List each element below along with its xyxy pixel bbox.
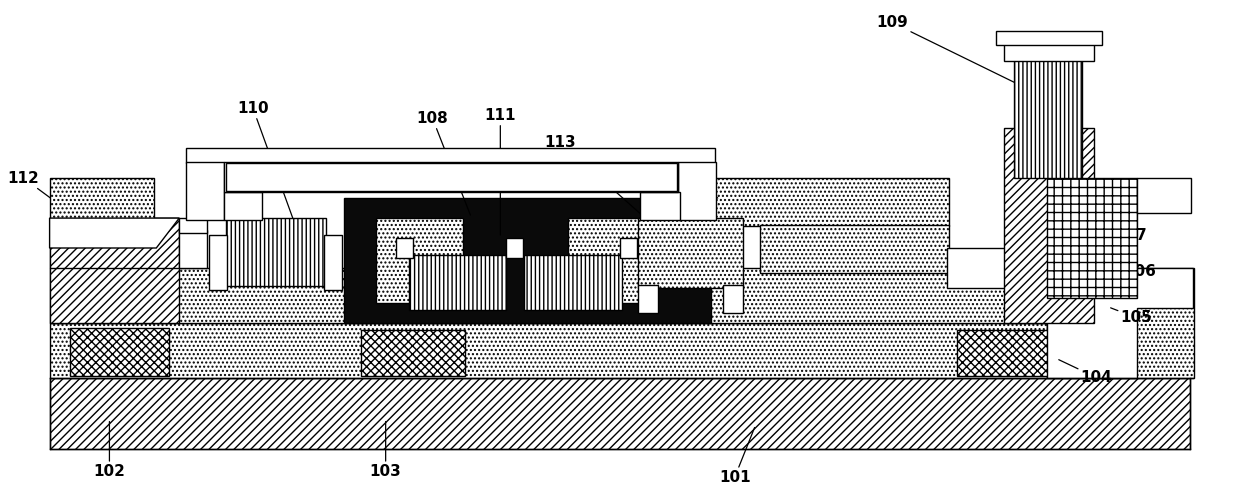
Polygon shape xyxy=(1047,268,1193,378)
Bar xyxy=(957,330,1052,376)
Bar xyxy=(638,218,742,288)
Text: 111: 111 xyxy=(484,108,517,235)
Bar xyxy=(947,248,1121,288)
Bar xyxy=(180,230,207,268)
Bar xyxy=(50,268,1047,323)
Text: 113: 113 xyxy=(544,135,642,215)
Bar xyxy=(681,178,949,226)
Bar xyxy=(225,218,326,286)
Bar xyxy=(996,31,1101,45)
Bar xyxy=(507,238,523,258)
Text: 108: 108 xyxy=(416,111,471,215)
Bar xyxy=(1004,43,1094,61)
Text: 106: 106 xyxy=(1116,262,1156,279)
Text: 112: 112 xyxy=(7,170,73,215)
Bar xyxy=(180,218,207,233)
Bar xyxy=(722,285,742,313)
Bar xyxy=(620,238,637,258)
Text: 101: 101 xyxy=(719,427,755,485)
Bar xyxy=(569,218,655,303)
Bar xyxy=(678,162,716,220)
Bar xyxy=(343,198,711,323)
Bar xyxy=(361,330,466,376)
Bar xyxy=(409,255,507,310)
Bar xyxy=(50,378,1191,449)
Bar xyxy=(186,162,224,220)
Bar xyxy=(395,238,413,258)
Bar xyxy=(639,192,680,220)
Text: 104: 104 xyxy=(1059,360,1113,385)
Text: 109: 109 xyxy=(876,15,1031,90)
Bar xyxy=(50,218,180,323)
Text: 103: 103 xyxy=(369,421,401,479)
Bar xyxy=(1047,268,1194,378)
Bar xyxy=(760,225,949,273)
Bar xyxy=(323,235,342,290)
Bar xyxy=(50,218,180,268)
Bar xyxy=(209,235,227,290)
Bar xyxy=(225,163,676,191)
Text: 107: 107 xyxy=(1094,225,1147,243)
Bar xyxy=(375,218,463,303)
Bar xyxy=(224,162,678,192)
Text: 114: 114 xyxy=(667,151,717,198)
Bar xyxy=(1047,178,1136,298)
Bar xyxy=(1014,59,1082,178)
Bar xyxy=(638,285,658,313)
Bar xyxy=(69,328,170,376)
Bar xyxy=(50,323,1047,378)
Text: 102: 102 xyxy=(93,421,125,479)
Text: 110: 110 xyxy=(237,101,299,235)
Bar xyxy=(1136,178,1192,213)
Bar xyxy=(50,178,155,220)
Bar xyxy=(224,192,261,220)
Polygon shape xyxy=(50,218,180,248)
Bar xyxy=(1004,128,1094,323)
Bar xyxy=(524,255,622,310)
Bar xyxy=(186,148,715,163)
Text: 105: 105 xyxy=(1110,308,1152,326)
